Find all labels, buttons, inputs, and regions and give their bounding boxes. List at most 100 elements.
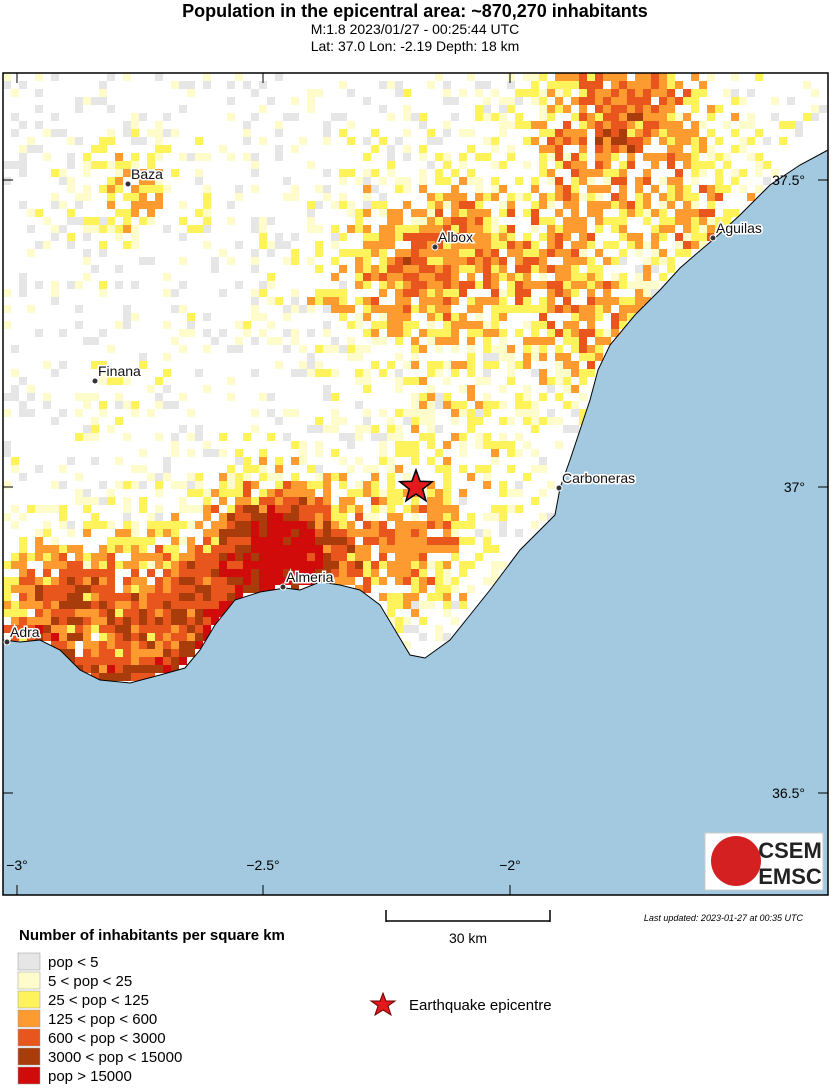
- population-cell: [203, 633, 211, 641]
- population-cell: [547, 297, 555, 305]
- population-cell: [123, 649, 131, 657]
- population-cell: [3, 609, 11, 617]
- population-cell: [651, 281, 659, 289]
- population-cell: [475, 297, 483, 305]
- population-cell: [163, 113, 171, 121]
- population-cell: [651, 257, 659, 265]
- population-cell: [363, 545, 371, 553]
- population-cell: [299, 489, 307, 497]
- population-cell: [171, 569, 179, 577]
- population-cell: [547, 113, 555, 121]
- population-cell: [587, 313, 595, 321]
- population-cell: [115, 225, 123, 233]
- population-cell: [707, 193, 715, 201]
- population-cell: [427, 577, 435, 585]
- population-cell: [603, 281, 611, 289]
- population-cell: [395, 305, 403, 313]
- population-cell: [299, 457, 307, 465]
- population-cell: [363, 201, 371, 209]
- population-cell: [411, 113, 419, 121]
- population-cell: [243, 561, 251, 569]
- population-cell: [131, 313, 139, 321]
- population-cell: [323, 577, 331, 585]
- population-cell: [315, 513, 323, 521]
- population-cell: [155, 617, 163, 625]
- population-cell: [483, 257, 491, 265]
- population-cell: [475, 177, 483, 185]
- population-cell: [507, 121, 515, 129]
- population-cell: [339, 169, 347, 177]
- population-cell: [387, 145, 395, 153]
- population-cell: [571, 169, 579, 177]
- population-cell: [563, 385, 571, 393]
- population-cell: [339, 561, 347, 569]
- population-cell: [315, 241, 323, 249]
- population-cell: [427, 225, 435, 233]
- population-cell: [579, 217, 587, 225]
- population-cell: [187, 473, 195, 481]
- population-cell: [379, 193, 387, 201]
- population-cell: [275, 473, 283, 481]
- population-cell: [323, 521, 331, 529]
- population-cell: [411, 609, 419, 617]
- population-cell: [155, 169, 163, 177]
- population-cell: [243, 553, 251, 561]
- population-cell: [667, 161, 675, 169]
- population-cell: [147, 569, 155, 577]
- population-cell: [491, 185, 499, 193]
- population-cell: [227, 529, 235, 537]
- population-cell: [123, 521, 131, 529]
- population-cell: [435, 505, 443, 513]
- population-cell: [379, 225, 387, 233]
- population-cell: [75, 561, 83, 569]
- population-cell: [587, 345, 595, 353]
- population-cell: [203, 73, 211, 81]
- population-cell: [291, 489, 299, 497]
- population-cell: [515, 529, 523, 537]
- population-cell: [363, 377, 371, 385]
- population-cell: [307, 513, 315, 521]
- population-cell: [515, 329, 523, 337]
- population-cell: [611, 113, 619, 121]
- population-cell: [387, 241, 395, 249]
- population-cell: [35, 145, 43, 153]
- population-cell: [35, 89, 43, 97]
- population-cell: [179, 601, 187, 609]
- population-cell: [691, 201, 699, 209]
- population-cell: [347, 345, 355, 353]
- population-cell: [523, 257, 531, 265]
- population-cell: [219, 145, 227, 153]
- population-cell: [379, 321, 387, 329]
- population-cell: [171, 401, 179, 409]
- population-cell: [403, 409, 411, 417]
- population-cell: [283, 521, 291, 529]
- population-cell: [363, 585, 371, 593]
- population-cell: [75, 569, 83, 577]
- population-cell: [531, 353, 539, 361]
- population-cell: [707, 73, 715, 81]
- population-cell: [459, 153, 467, 161]
- population-cell: [563, 377, 571, 385]
- population-cell: [3, 289, 11, 297]
- population-cell: [139, 193, 147, 201]
- population-cell: [371, 249, 379, 257]
- population-cell: [283, 305, 291, 313]
- population-cell: [67, 209, 75, 217]
- population-cell: [243, 81, 251, 89]
- population-cell: [691, 105, 699, 113]
- population-cell: [179, 577, 187, 585]
- population-cell: [555, 345, 563, 353]
- population-cell: [283, 561, 291, 569]
- population-cell: [579, 313, 587, 321]
- population-cell: [659, 233, 667, 241]
- population-cell: [731, 89, 739, 97]
- population-cell: [179, 105, 187, 113]
- population-cell: [723, 161, 731, 169]
- population-cell: [419, 521, 427, 529]
- population-cell: [643, 153, 651, 161]
- population-cell: [379, 273, 387, 281]
- population-cell: [123, 481, 131, 489]
- population-cell: [419, 553, 427, 561]
- legend-swatch: [17, 1009, 41, 1028]
- population-cell: [51, 369, 59, 377]
